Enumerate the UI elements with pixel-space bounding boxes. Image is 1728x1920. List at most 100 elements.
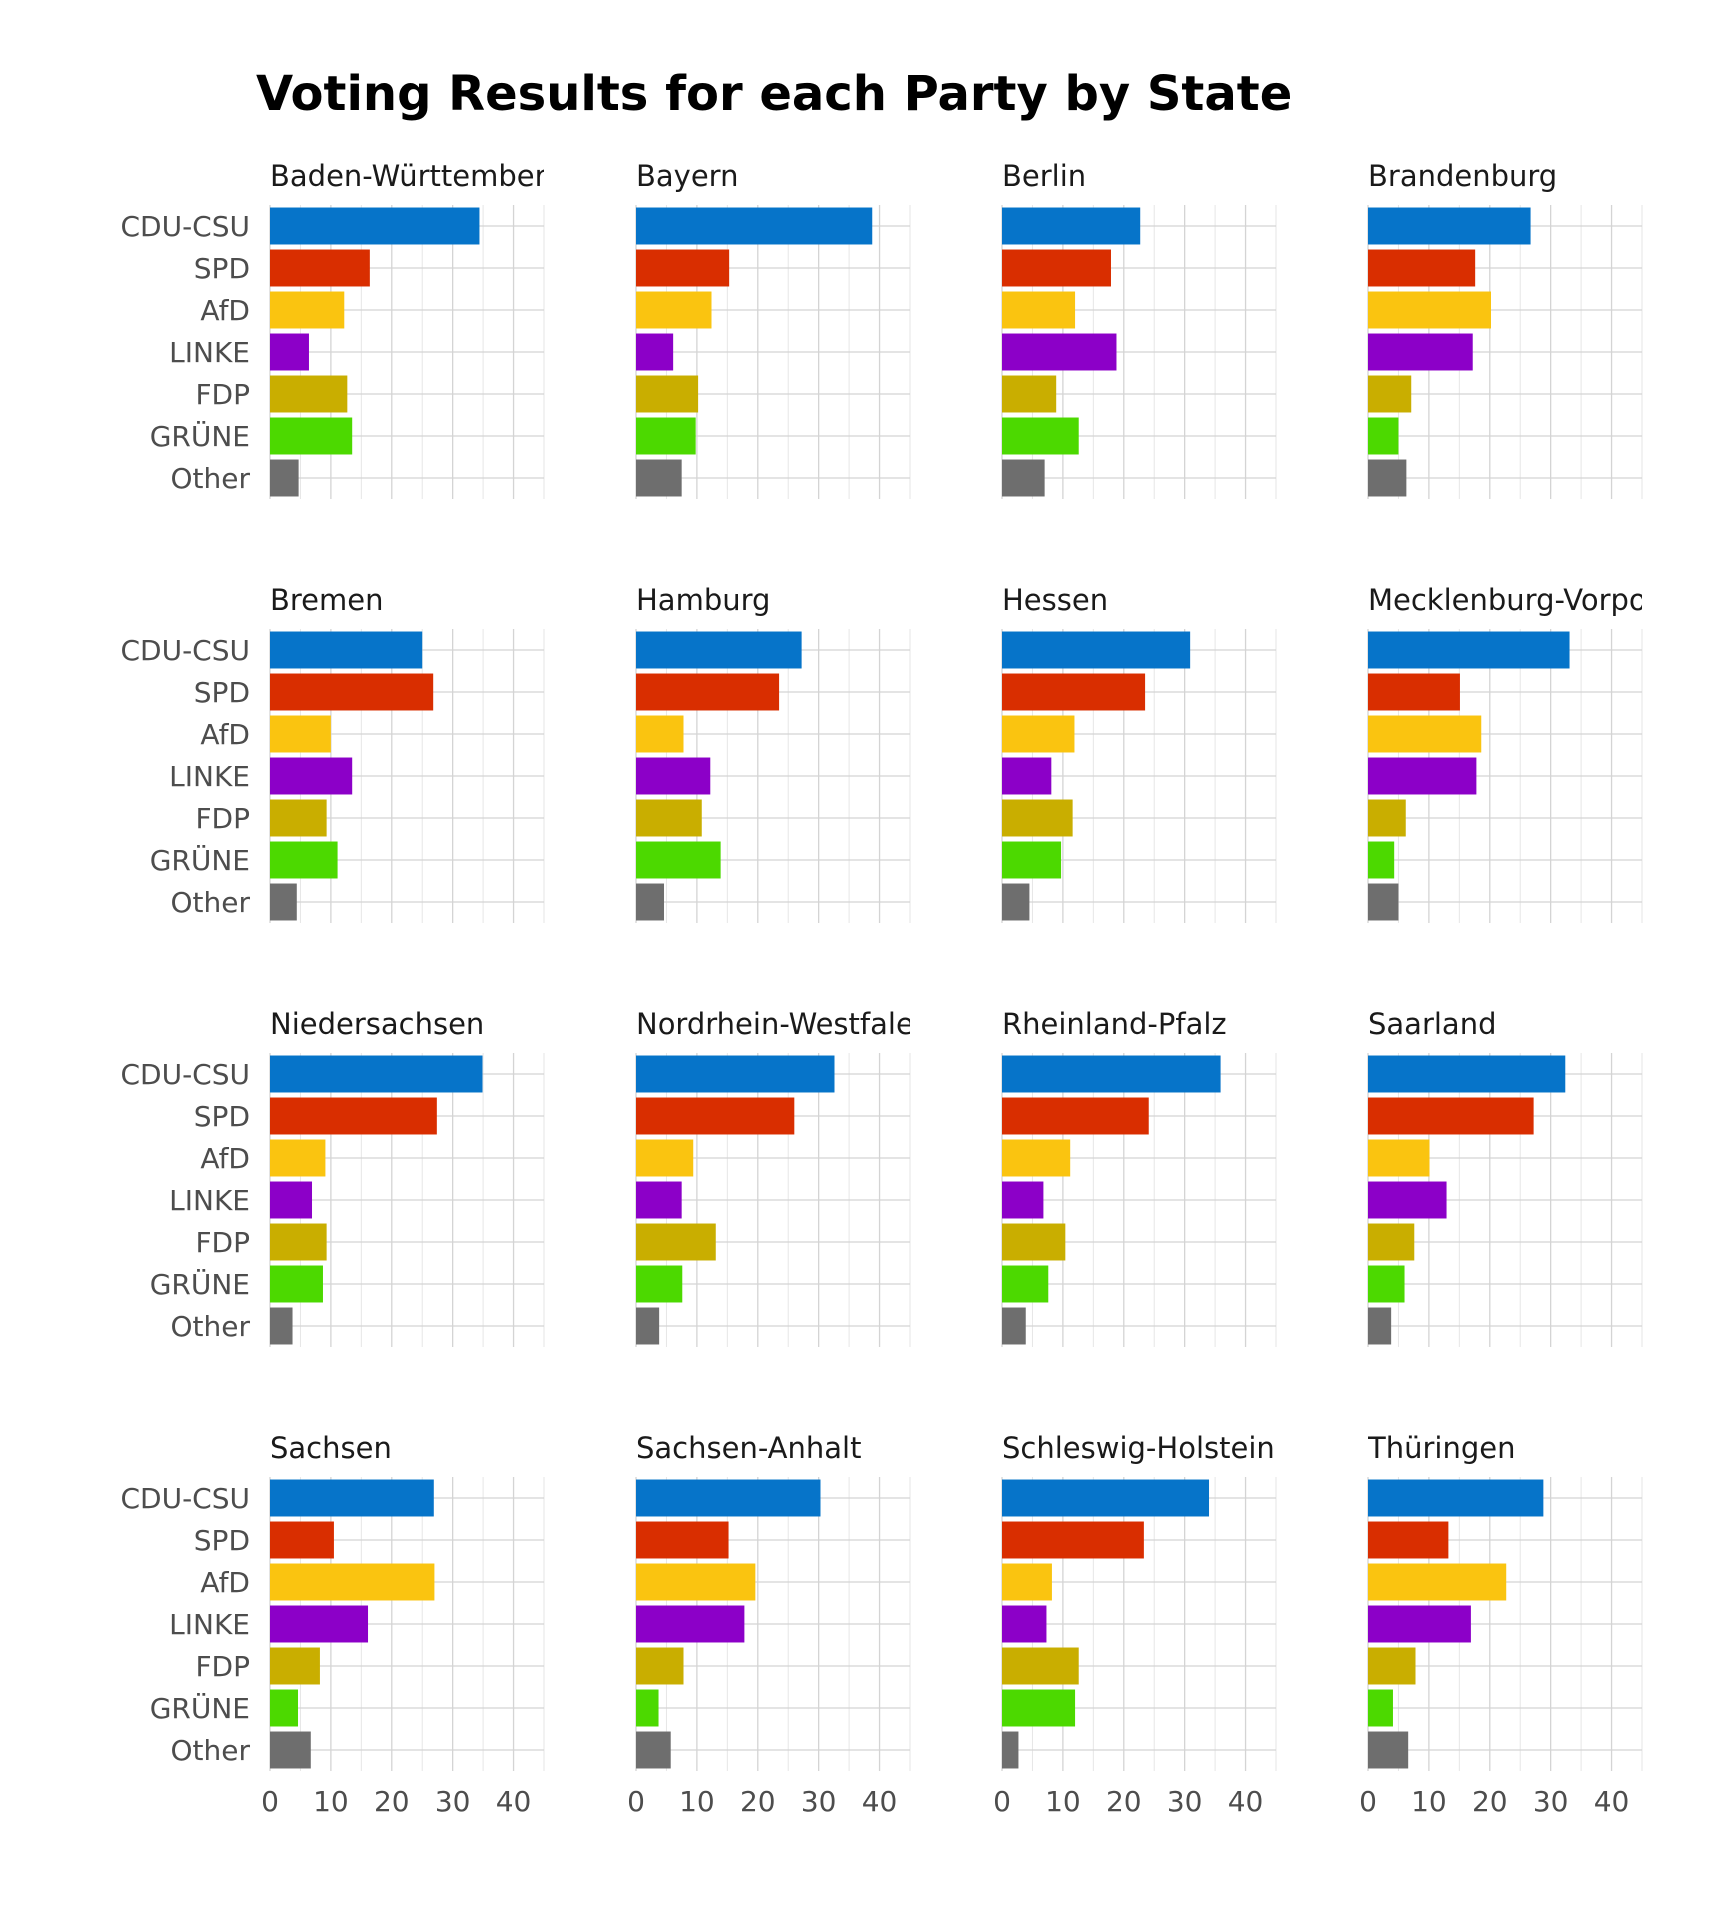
bar-afd xyxy=(270,291,345,329)
category-label: AfD xyxy=(200,1142,250,1175)
bar-spd xyxy=(1368,1097,1534,1135)
bar-afd xyxy=(1002,715,1075,753)
bar-afd xyxy=(636,715,684,753)
bar-gr-ne xyxy=(1002,417,1079,455)
bar-linke xyxy=(270,1605,369,1643)
bar-other xyxy=(1002,459,1045,497)
bar-cdu-csu xyxy=(1002,1479,1210,1517)
bar-cdu-csu xyxy=(636,1479,821,1517)
panel-title: Bremen xyxy=(270,583,384,617)
bar-fdp xyxy=(636,375,699,413)
category-label: SPD xyxy=(194,1100,250,1133)
category-label: SPD xyxy=(194,1524,250,1557)
bar-spd xyxy=(1002,673,1146,711)
x-tick-label: 10 xyxy=(313,1785,349,1818)
panel-rheinland-pfalz: Rheinland-Pfalz xyxy=(1001,1007,1277,1347)
category-label: GRÜNE xyxy=(150,1267,250,1301)
bar-gr-ne xyxy=(1368,1689,1393,1727)
x-tick-label: 20 xyxy=(1106,1785,1142,1818)
category-label: Other xyxy=(170,886,250,919)
x-tick-label: 10 xyxy=(1045,1785,1081,1818)
bar-other xyxy=(1368,1307,1392,1345)
bar-fdp xyxy=(1368,799,1406,837)
x-tick-label: 30 xyxy=(1533,1785,1569,1818)
x-tick-label: 30 xyxy=(1167,1785,1203,1818)
bar-gr-ne xyxy=(636,1689,659,1727)
bar-cdu-csu xyxy=(1368,1479,1544,1517)
panel-title: Schleswig-Holstein xyxy=(1002,1431,1275,1465)
bar-fdp xyxy=(1002,799,1073,837)
bar-afd xyxy=(1002,1139,1071,1177)
x-tick-label: 10 xyxy=(1411,1785,1447,1818)
category-label: AfD xyxy=(200,718,250,751)
category-label: GRÜNE xyxy=(150,419,250,453)
bar-other xyxy=(636,1731,671,1769)
x-tick-label: 0 xyxy=(261,1785,279,1818)
bar-gr-ne xyxy=(1368,1265,1405,1303)
bar-gr-ne xyxy=(636,1265,683,1303)
bar-spd xyxy=(1002,249,1111,287)
panel-title: Berlin xyxy=(1002,159,1086,193)
category-label: CDU-CSU xyxy=(120,210,250,243)
bar-cdu-csu xyxy=(1002,631,1191,669)
panel-title: Niedersachsen xyxy=(270,1007,484,1041)
x-tick-label: 40 xyxy=(1594,1785,1630,1818)
bar-cdu-csu xyxy=(270,1055,483,1093)
bar-linke xyxy=(636,333,674,371)
panel-berlin: Berlin xyxy=(1001,159,1277,499)
bar-other xyxy=(1002,1731,1019,1769)
bar-spd xyxy=(1368,673,1460,711)
category-label: FDP xyxy=(195,1226,250,1259)
x-tick-label: 30 xyxy=(435,1785,471,1818)
bar-afd xyxy=(1368,1139,1430,1177)
bar-fdp xyxy=(1368,1647,1416,1685)
bar-cdu-csu xyxy=(636,207,873,245)
bar-fdp xyxy=(636,1223,716,1261)
bar-spd xyxy=(1368,249,1476,287)
panel-title: Brandenburg xyxy=(1368,159,1557,193)
panel-hamburg: Hamburg xyxy=(635,583,911,923)
bar-fdp xyxy=(636,799,702,837)
bar-afd xyxy=(636,291,712,329)
bar-cdu-csu xyxy=(1368,1055,1566,1093)
bar-gr-ne xyxy=(270,1265,323,1303)
bar-gr-ne xyxy=(270,1689,299,1727)
panel-bayern: Bayern xyxy=(635,159,911,499)
bar-other xyxy=(1368,459,1407,497)
category-label: LINKE xyxy=(169,1184,250,1217)
bar-other xyxy=(636,459,682,497)
bar-afd xyxy=(636,1563,756,1601)
x-tick-label: 0 xyxy=(1359,1785,1377,1818)
bar-fdp xyxy=(1368,375,1412,413)
x-tick-label: 40 xyxy=(1228,1785,1264,1818)
bar-linke xyxy=(636,1605,745,1643)
category-label: LINKE xyxy=(169,1608,250,1641)
bar-gr-ne xyxy=(636,841,721,879)
panel-title: Saarland xyxy=(1368,1007,1497,1041)
bar-spd xyxy=(270,1097,437,1135)
bar-other xyxy=(270,1307,293,1345)
category-label: Other xyxy=(170,1734,250,1767)
panel-title: Mecklenburg-Vorpommern xyxy=(1368,583,1728,617)
bar-afd xyxy=(270,1563,435,1601)
category-label: AfD xyxy=(200,294,250,327)
bar-afd xyxy=(270,1139,326,1177)
panel-title: Sachsen-Anhalt xyxy=(636,1431,861,1465)
category-label: FDP xyxy=(195,378,250,411)
bar-other xyxy=(636,1307,660,1345)
bar-spd xyxy=(636,1521,729,1559)
x-tick-label: 20 xyxy=(1472,1785,1508,1818)
bar-linke xyxy=(1368,1181,1447,1219)
bar-linke xyxy=(270,333,309,371)
category-label: CDU-CSU xyxy=(120,1058,250,1091)
bar-linke xyxy=(1368,757,1477,795)
bar-cdu-csu xyxy=(270,1479,434,1517)
bar-other xyxy=(270,1731,311,1769)
bar-other xyxy=(1368,883,1399,921)
bar-cdu-csu xyxy=(636,1055,835,1093)
category-label: LINKE xyxy=(169,760,250,793)
bar-linke xyxy=(1002,333,1117,371)
panel-sachsen-anhalt: Sachsen-Anhalt 0 10 20 30 40 xyxy=(627,1431,911,1818)
bar-gr-ne xyxy=(270,841,338,879)
